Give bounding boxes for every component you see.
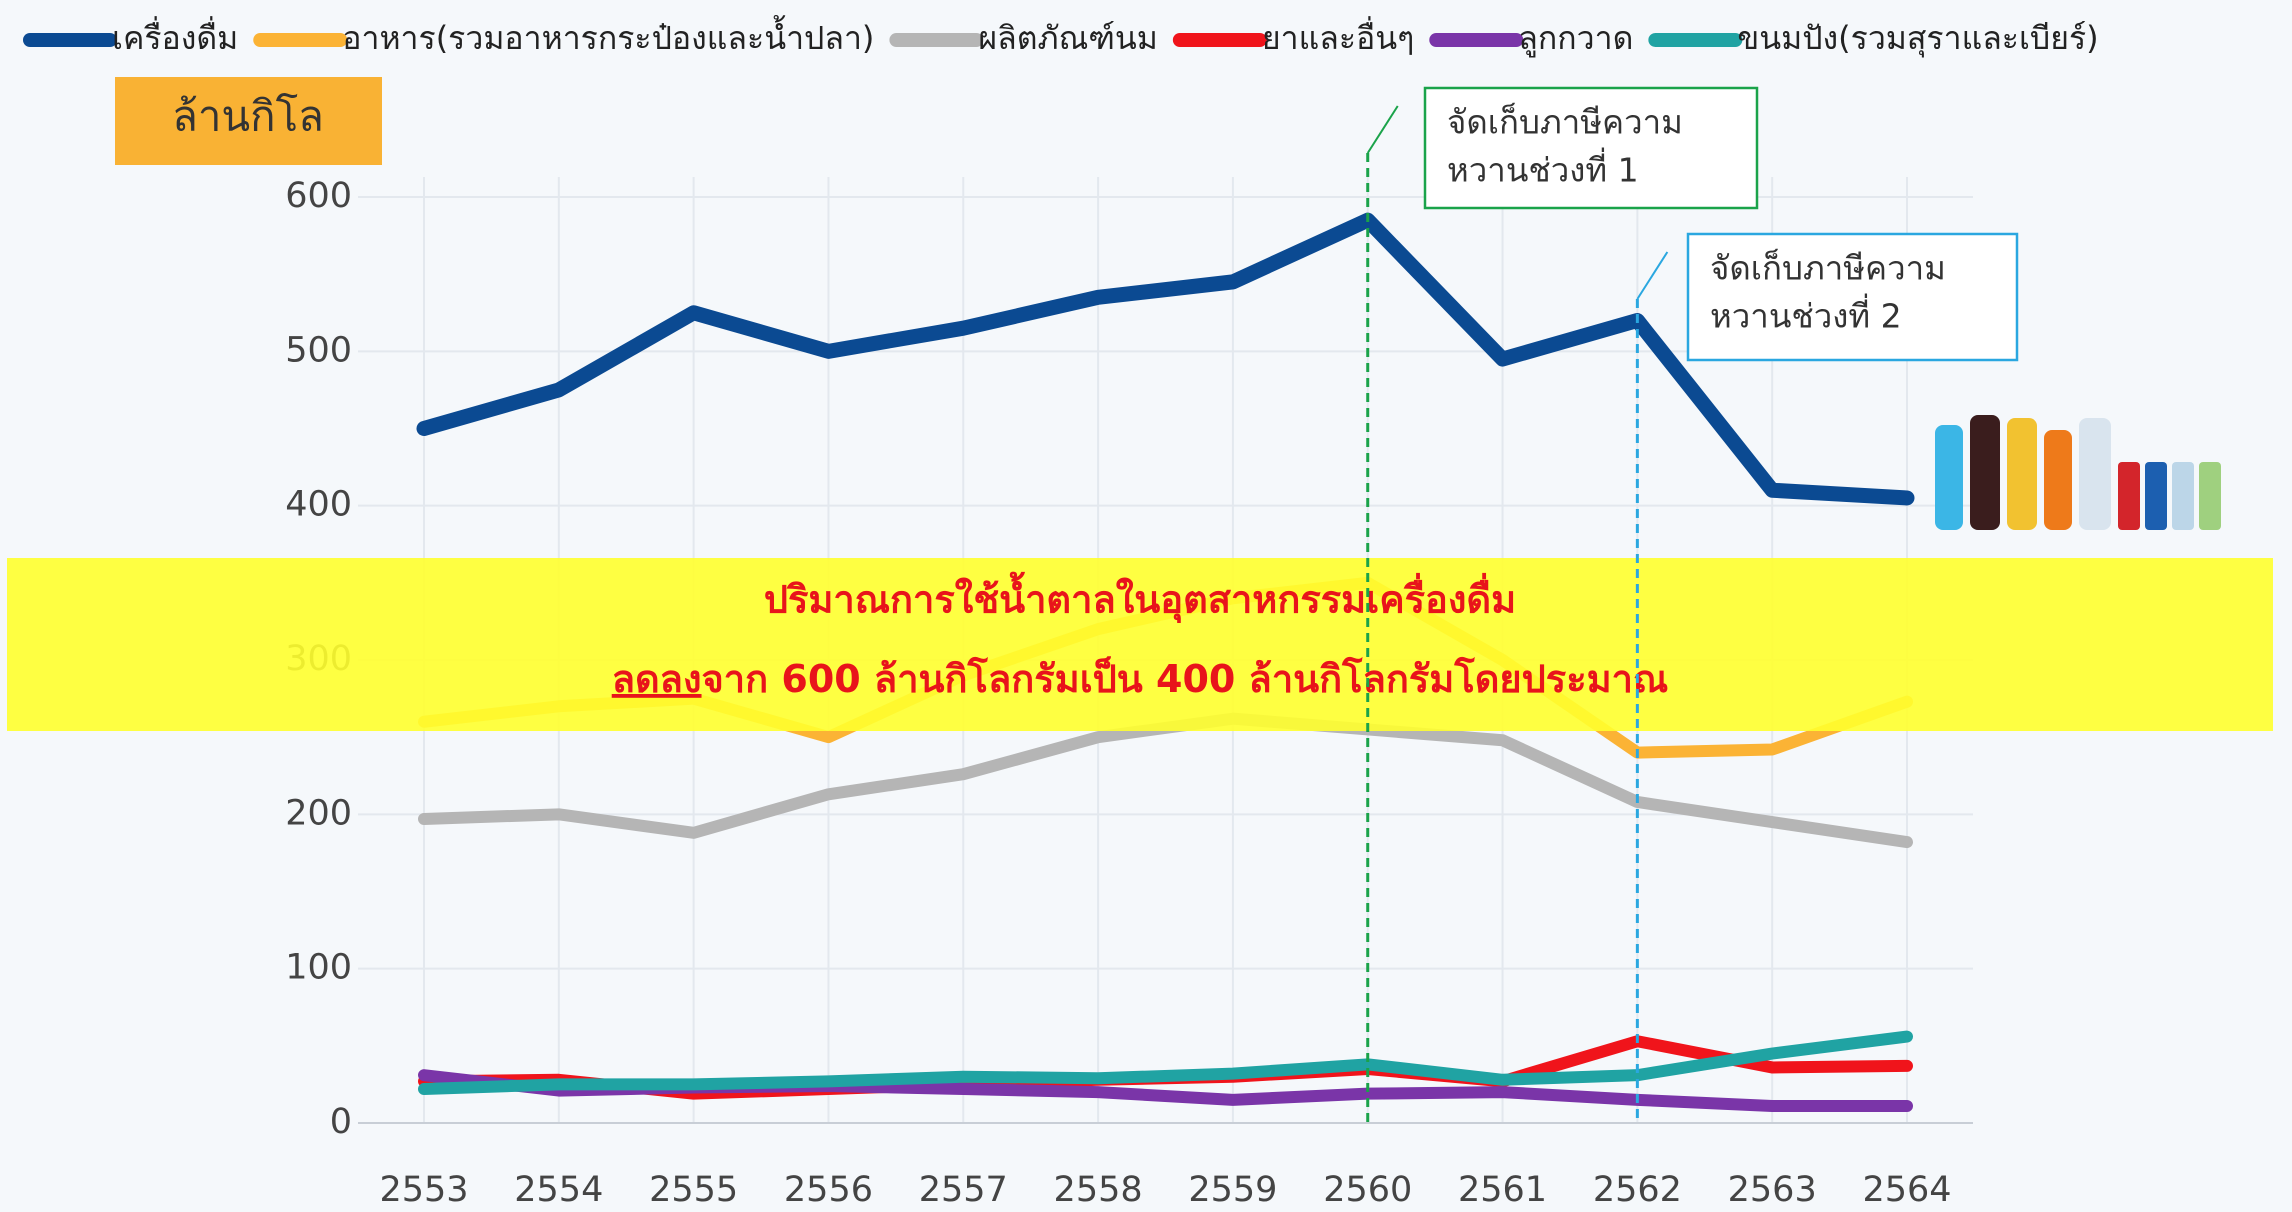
x-tick-label: 2556 <box>784 1170 873 1210</box>
x-tick-label: 2553 <box>379 1170 468 1210</box>
x-tick-label: 2557 <box>919 1170 1008 1210</box>
annotation-text: จัดเก็บภาษีความ <box>1710 249 1946 288</box>
x-tick-label: 2561 <box>1458 1170 1547 1210</box>
x-tick-label: 2559 <box>1188 1170 1277 1210</box>
legend-label: อาหาร(รวมอาหารกระป๋องและน้ำปลา) <box>342 15 874 57</box>
legend-label: ผลิตภัณฑ์นม <box>978 19 1157 57</box>
legend-label: เครื่องดื่ม <box>112 16 238 57</box>
x-tick-label: 2560 <box>1323 1170 1412 1210</box>
y-tick-label: 0 <box>330 1102 352 1142</box>
annotation-text: หวานช่วงที่ 2 <box>1710 294 1902 336</box>
banner-rest: จาก 600 ล้านกิโลกรัมเป็น 400 ล้านกิโลกรั… <box>702 656 1669 701</box>
banner-underlined: ลดลง <box>612 657 702 701</box>
x-tick-label: 2563 <box>1728 1170 1817 1210</box>
x-tick-label: 2558 <box>1054 1170 1143 1210</box>
annotation-text: จัดเก็บภาษีความ <box>1447 103 1683 142</box>
x-tick-label: 2554 <box>514 1170 603 1210</box>
x-tick-label: 2562 <box>1593 1170 1682 1210</box>
x-tick-label: 2555 <box>649 1170 738 1210</box>
legend-label: ขนมปัง(รวมสุราและเบียร์) <box>1737 19 2098 58</box>
chart: 0100200300400500600255325542555255625572… <box>0 0 2292 1212</box>
banner-line-2: ลดลงจาก 600 ล้านกิโลกรัมเป็น 400 ล้านกิโ… <box>612 656 1669 701</box>
legend-label: ลูกกวาด <box>1518 19 1633 58</box>
x-tick-label: 2564 <box>1862 1170 1951 1210</box>
y-tick-label: 500 <box>285 330 352 370</box>
banner-line-1: ปริมาณการใช้น้ำตาลในอุตสาหกรรมเครื่องดื่… <box>764 572 1516 624</box>
y-tick-label: 200 <box>285 793 352 833</box>
y-tick-label: 400 <box>285 485 352 525</box>
y-tick-label: 600 <box>285 176 352 216</box>
legend-label: ยาและอื่นๆ <box>1262 16 1414 57</box>
y-tick-label: 100 <box>285 948 352 988</box>
y-axis-label: ล้านกิโล <box>172 92 324 141</box>
annotation-text: หวานช่วงที่ 1 <box>1447 148 1639 190</box>
